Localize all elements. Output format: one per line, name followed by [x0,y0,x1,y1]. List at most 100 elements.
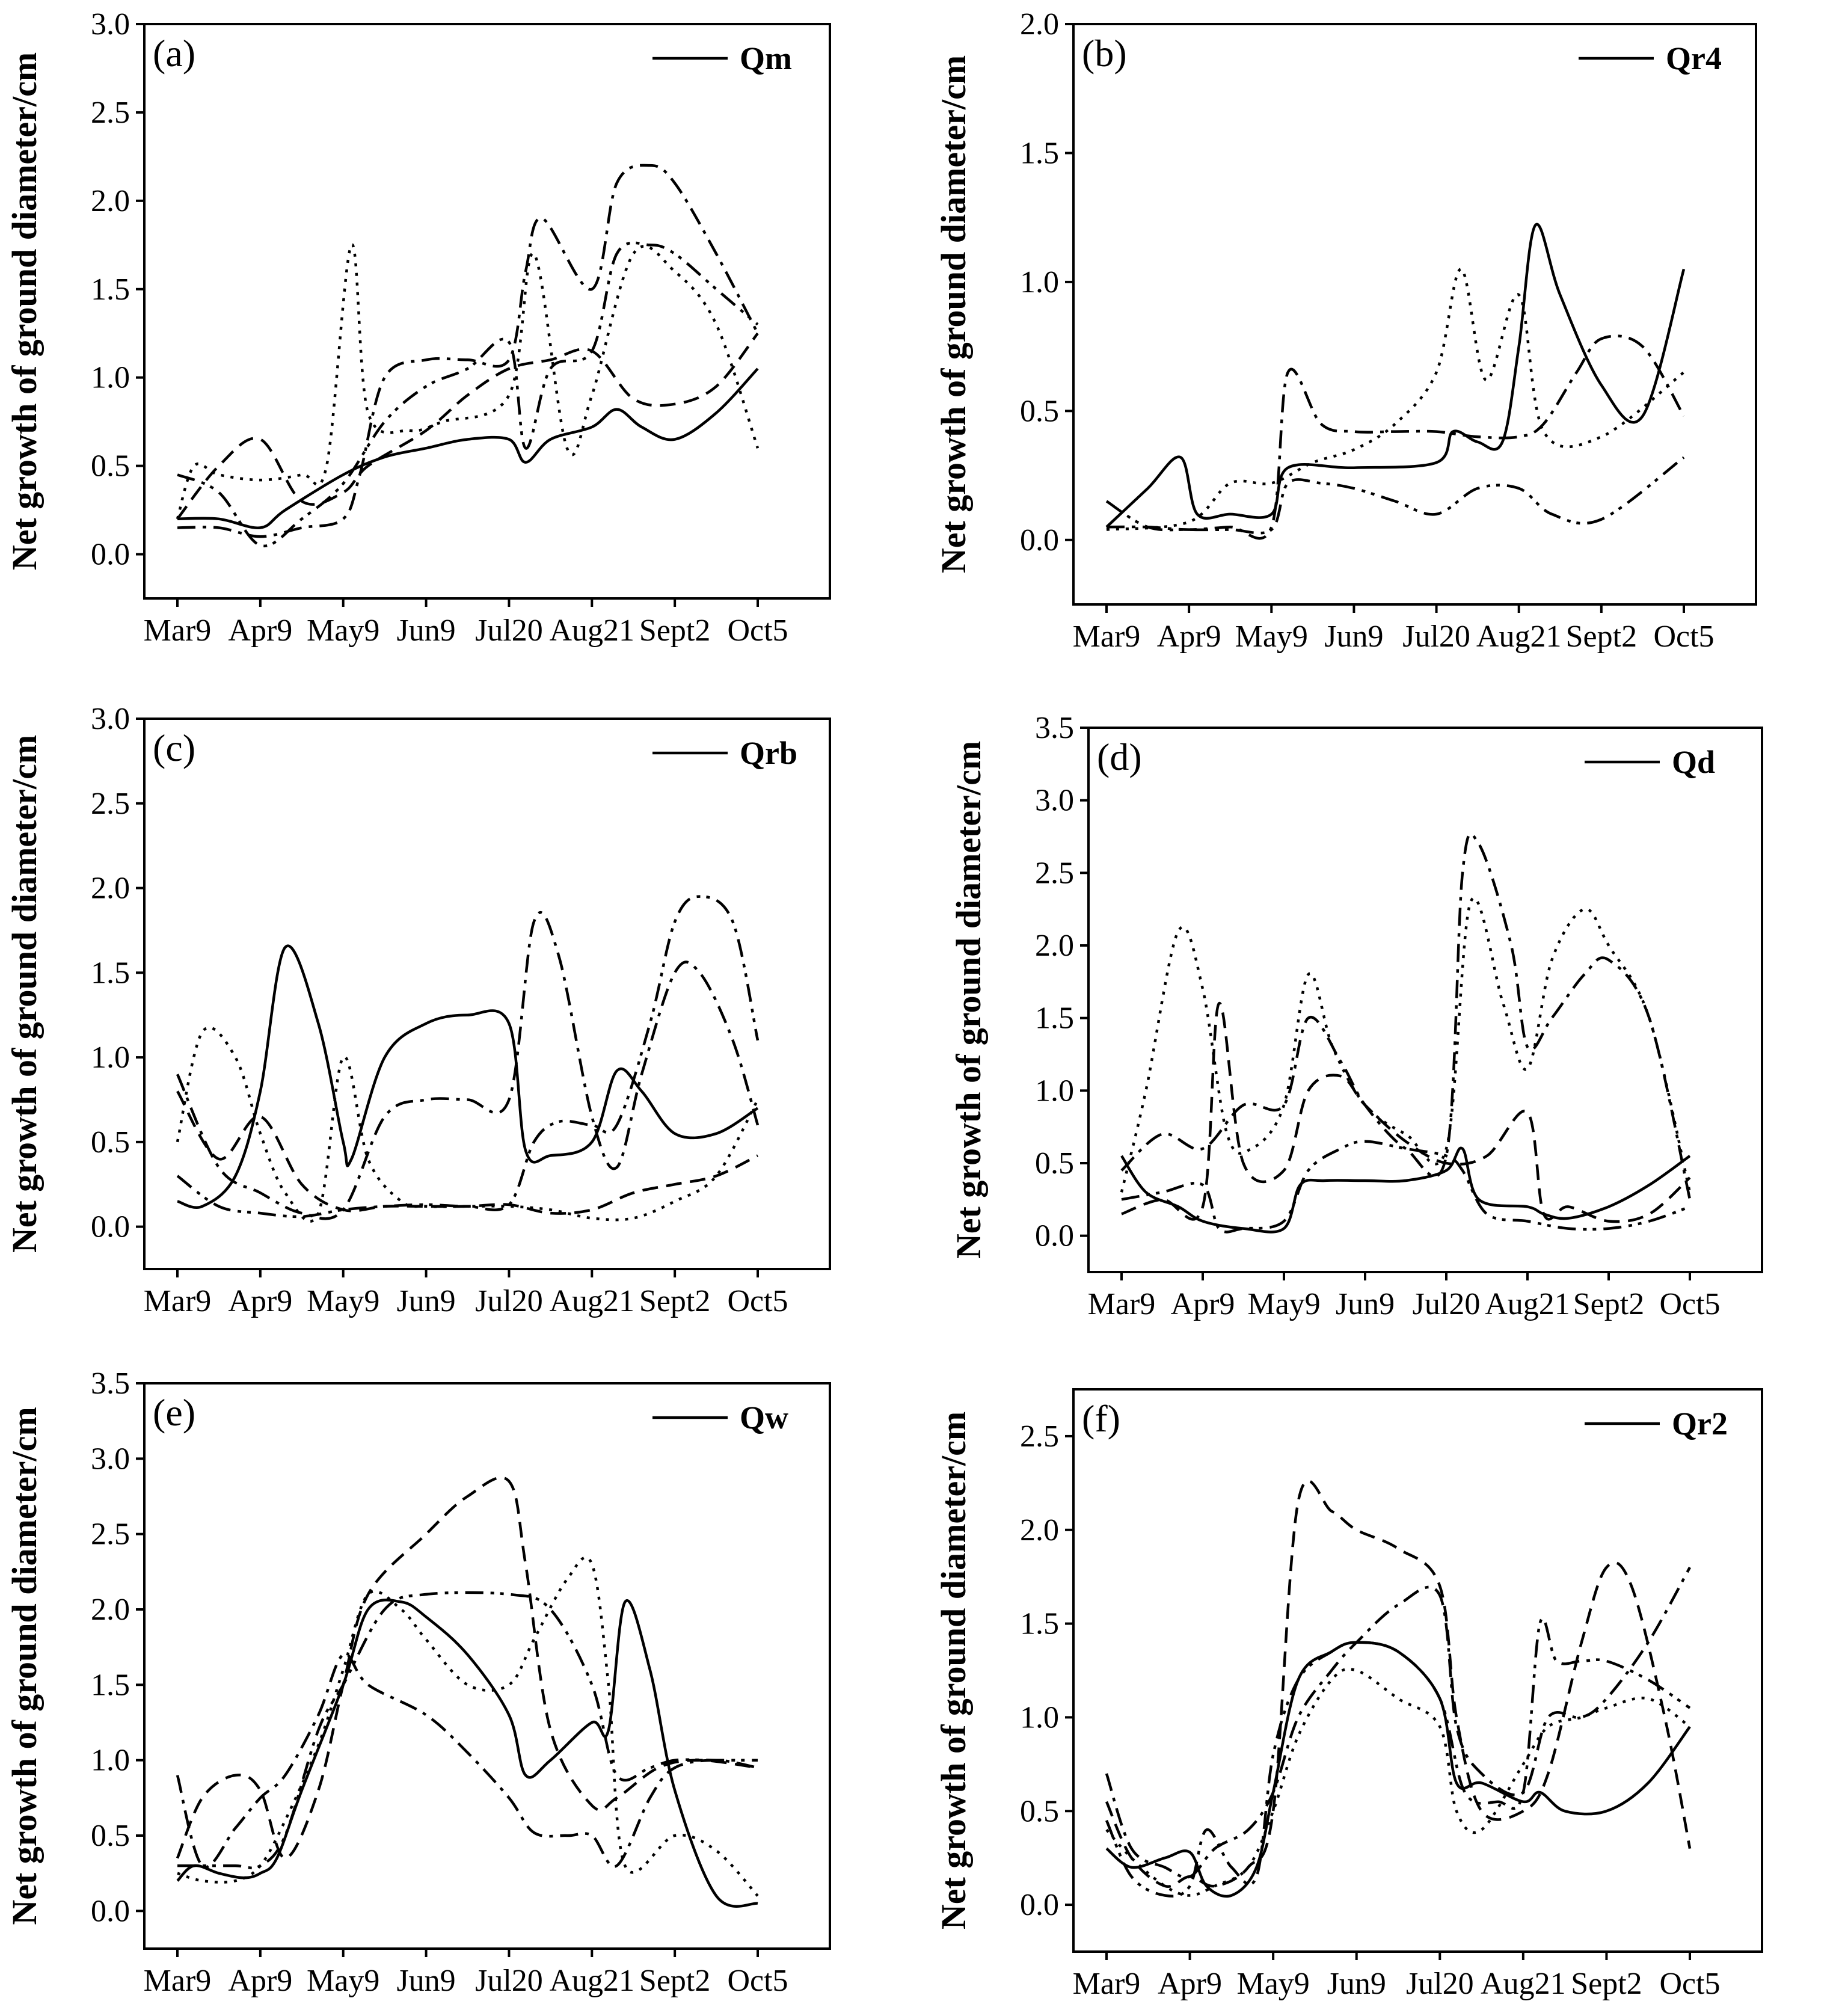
y-tick-label: 1.0 [91,361,130,395]
series-line-dotted [1106,268,1685,531]
y-tick-label: 1.0 [91,1040,130,1075]
y-tick-label: 2.5 [1020,1419,1059,1454]
y-tick-label: 2.5 [1035,856,1074,890]
x-tick-label: Jul20 [475,1964,543,1998]
y-tick-label: 0.5 [1020,1794,1059,1828]
x-tick-label: Aug21 [550,613,635,648]
series-line-dotted [176,243,760,520]
x-tick-label: Sept2 [639,1964,710,1998]
y-tick-label: 1.5 [1020,1607,1059,1641]
panel-label: (a) [153,32,195,75]
y-tick-label: 1.0 [1020,1700,1059,1735]
x-tick-label: Jul20 [1402,619,1470,654]
x-tick-label: Oct5 [1653,619,1714,654]
y-tick-label: 3.0 [91,702,130,736]
series-line-dashed [176,1476,758,1860]
x-tick-label: Jun9 [396,1964,455,1998]
panel-label: (c) [153,727,195,769]
y-tick-label: 2.0 [1020,1513,1059,1547]
y-tick-label: 0.0 [1035,1219,1074,1253]
x-tick-label: Apr9 [228,1964,292,1998]
x-tick-label: May9 [1247,1287,1320,1321]
x-tick-label: Oct5 [727,1964,788,1998]
series-line-solid [1105,1641,1691,1898]
plot-frame [1072,1388,1763,1953]
x-tick-label: Aug21 [550,1284,635,1318]
series-line-solid [177,944,759,1209]
x-tick-label: Sept2 [1573,1287,1644,1321]
y-tick-label: 1.5 [91,272,130,307]
panel-b: 0.0 0.5 1.0 1.5 2.0 Mar9 Apr9 May9 Jun9 Jul20 Aug2… [934,7,1757,654]
panel-label: (f) [1082,1397,1120,1440]
x-tick-label: May9 [1236,1967,1309,2001]
x-tick-label: May9 [307,1964,379,1998]
y-tick-label: 0.0 [91,1210,130,1244]
legend-label: Qr4 [1666,40,1722,76]
series-line-dotted [1105,1667,1691,1897]
panel-d: 0.0 0.5 1.0 1.5 2.0 2.5 3.0 3.5 Mar9 Apr9 May9 Jun9… [949,711,1763,1321]
x-tick-label: Aug21 [1485,1287,1570,1321]
x-tick-label: Oct5 [1659,1287,1720,1321]
panel-label: (d) [1097,736,1142,778]
y-tick-label: 2.0 [91,1593,130,1627]
x-tick-label: Jul20 [475,1284,543,1318]
series-line-dashdotdot [177,1591,758,1870]
panel-f: 0.0 0.5 1.0 1.5 2.0 2.5 Mar9 Apr9 May9 Jun9 Jul20 A… [934,1388,1763,2001]
x-tick-label: Sept2 [639,613,710,648]
x-tick-label: Oct5 [727,1284,788,1318]
x-tick-label: Jun9 [1327,1967,1386,2001]
series-line-dashdot [1105,1567,1691,1879]
x-tick-label: Jun9 [1324,619,1383,654]
y-tick-label: 1.0 [1020,265,1059,300]
series-line-dashdotdot [1105,456,1685,535]
y-tick-label: 2.5 [91,96,130,130]
x-tick-label: Apr9 [228,613,292,648]
x-tick-label: Apr9 [1158,1967,1222,2001]
y-tick-label: 0.5 [91,1819,130,1853]
y-tick-label: 1.5 [91,956,130,990]
x-tick-label: Aug21 [550,1964,635,1998]
legend-label: Qrb [740,735,797,771]
series-line-dashdot [177,164,759,538]
y-tick-label: 0.5 [1035,1146,1074,1181]
y-tick-label: 0.0 [91,1894,130,1928]
x-tick-label: Aug21 [1476,619,1562,654]
y-tick-label: 1.5 [91,1668,130,1702]
y-tick-label: 0.0 [1020,523,1059,558]
plot-frame [1087,727,1763,1273]
plot-frame [143,718,831,1270]
x-tick-label: Jun9 [396,1284,455,1318]
x-tick-label: Aug21 [1481,1967,1566,2001]
y-tick-label: 2.0 [1020,7,1059,41]
series-line-dotted [177,1556,759,1897]
series-line-dashdot [1106,334,1685,540]
y-axis-label: Net growth of ground diameter/cm [934,1412,973,1929]
y-tick-label: 1.0 [91,1744,130,1778]
series-line-dashed [1105,1480,1692,1888]
y-tick-label: 1.5 [1020,136,1059,170]
y-tick-label: 1.0 [1035,1074,1074,1108]
series-line-dashdotdot [1105,1617,1691,1898]
series-line-dashed [176,332,759,520]
y-axis-label: Net growth of ground diameter/cm [5,1407,44,1925]
y-axis-label: Net growth of ground diameter/cm [5,735,44,1253]
y-axis-label: Net growth of ground diameter/cm [949,741,988,1259]
panel-label: (e) [153,1391,195,1434]
x-tick-label: Mar9 [1073,619,1141,654]
y-axis-label: Net growth of ground diameter/cm [934,55,973,573]
x-tick-label: Jun9 [1336,1287,1395,1321]
x-tick-label: Mar9 [144,613,212,648]
x-tick-label: Mar9 [144,1284,212,1318]
x-tick-label: Mar9 [144,1964,212,1998]
series-line-solid [177,367,759,529]
panel-a: 0.0 0.5 1.0 1.5 2.0 2.5 3.0 Mar9 Apr9 May9 Jun9 Jul… [5,7,831,648]
series-line-dotted [176,1026,759,1223]
plot-frame [1072,23,1757,606]
y-tick-label: 3.5 [1035,711,1074,745]
x-tick-label: May9 [1235,619,1308,654]
x-tick-label: Jul20 [1406,1967,1474,2001]
plot-frame [143,23,831,600]
y-tick-label: 0.5 [91,1125,130,1160]
plot-frame [143,1382,831,1950]
